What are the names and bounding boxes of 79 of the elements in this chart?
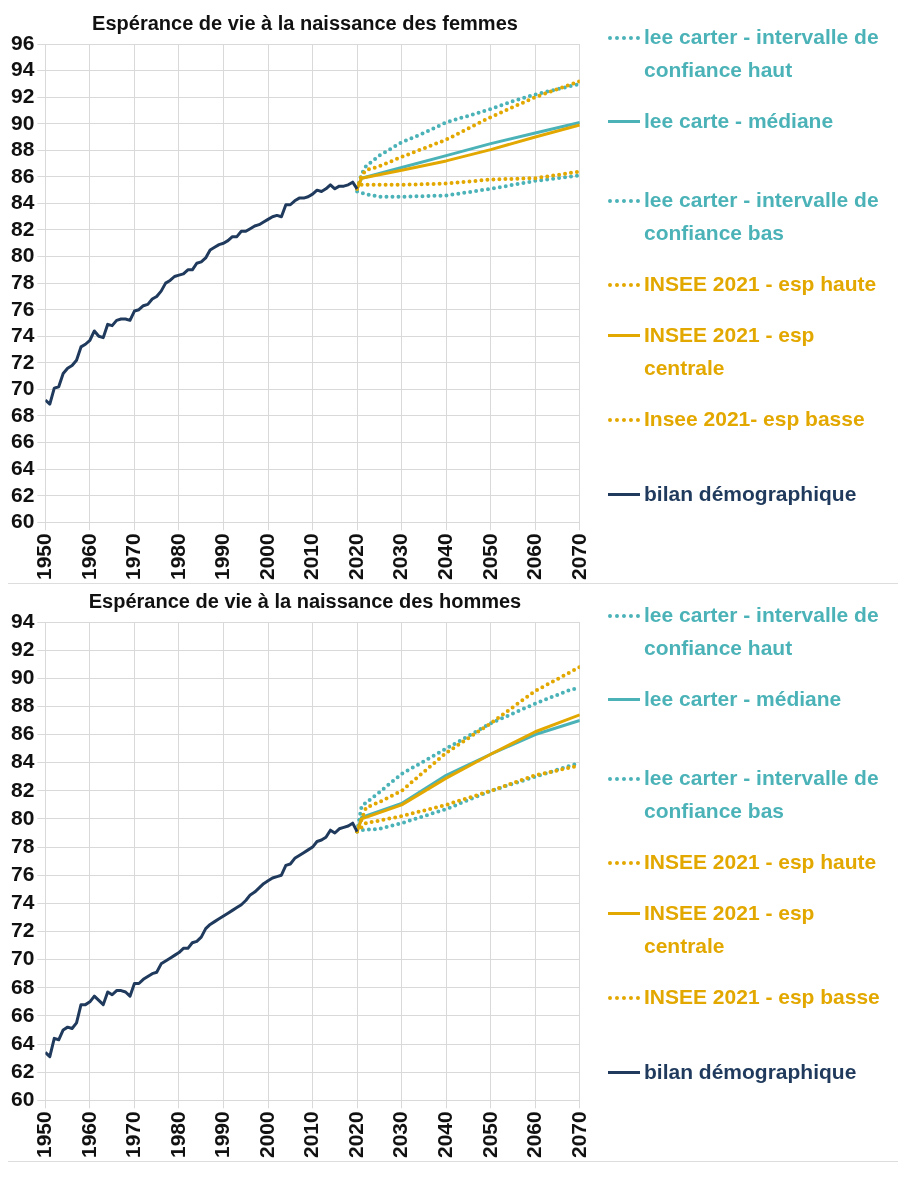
legend-label: lee carter - médiane [644, 686, 842, 712]
y-tick-label: 94 [11, 57, 35, 81]
legend-label: lee carte - médiane [644, 108, 834, 134]
y-tick-label: 90 [11, 665, 35, 689]
legend-label: lee carter - intervalle de confiance haut [644, 24, 880, 83]
y-tick-label: 84 [11, 190, 35, 214]
x-tick-label: 2030 [388, 533, 412, 580]
y-tick-label: 64 [11, 455, 35, 479]
y-tick-label: 66 [11, 429, 35, 453]
y-tick-label: 60 [11, 509, 35, 533]
y-tick-label: 82 [11, 777, 35, 801]
y-tick-label: 92 [11, 636, 35, 660]
x-tick-label: 1990 [210, 1111, 234, 1158]
y-tick-label: 82 [11, 216, 35, 240]
y-tick-label: 88 [11, 693, 35, 717]
legend-label: lee carter - intervalle de confiance bas [644, 187, 880, 246]
chart-title: Espérance de vie à la naissance des femmes [92, 11, 518, 34]
y-tick-label: 74 [11, 890, 35, 914]
x-tick-label: 2070 [566, 1111, 590, 1158]
y-tick-label: 80 [11, 243, 35, 267]
x-tick-label: 1980 [165, 1111, 189, 1158]
x-tick-label: 1950 [32, 1111, 56, 1158]
x-tick-label: 2020 [343, 1111, 367, 1158]
legend-label: bilan démographique [644, 1059, 857, 1085]
y-tick-label: 96 [11, 30, 35, 54]
x-tick-label: 1970 [121, 533, 145, 580]
y-tick-label: 60 [11, 1087, 35, 1111]
y-tick-label: 68 [11, 402, 35, 426]
legend-label: INSEE 2021 - esp basse [644, 984, 880, 1010]
x-tick-label: 1950 [32, 533, 56, 580]
y-tick-label: 70 [11, 946, 35, 970]
y-tick-label: 72 [11, 918, 35, 942]
x-tick-label: 2000 [254, 533, 278, 580]
y-tick-label: 76 [11, 862, 35, 886]
y-tick-label: 86 [11, 163, 35, 187]
legend-label: INSEE 2021 - esp centrale [644, 322, 816, 381]
y-tick-label: 74 [11, 323, 35, 347]
y-tick-label: 90 [11, 110, 35, 134]
x-tick-label: 2010 [299, 1111, 323, 1158]
y-tick-label: 72 [11, 349, 35, 373]
y-tick-label: 94 [11, 608, 35, 632]
x-tick-label: 1990 [210, 533, 234, 580]
x-tick-label: 2050 [477, 533, 501, 580]
x-tick-label: 2020 [343, 533, 367, 580]
legend-label: Insee 2021- esp basse [644, 406, 865, 432]
y-tick-label: 78 [11, 833, 35, 857]
x-tick-label: 2040 [432, 533, 456, 580]
x-tick-label: 1970 [121, 1111, 145, 1158]
x-tick-label: 2030 [388, 1111, 412, 1158]
x-tick-label: 2050 [477, 1111, 501, 1158]
chart-title: Espérance de vie à la naissance des hommes [88, 589, 522, 612]
y-tick-label: 64 [11, 1030, 35, 1054]
y-tick-label: 62 [11, 482, 35, 506]
x-tick-label: 2060 [522, 1111, 546, 1158]
y-tick-label: 92 [11, 83, 35, 107]
y-tick-label: 88 [11, 137, 35, 161]
y-tick-label: 80 [11, 805, 35, 829]
x-tick-label: 1980 [165, 533, 189, 580]
y-tick-label: 84 [11, 749, 35, 773]
x-tick-label: 2000 [254, 1111, 278, 1158]
x-tick-label: 2060 [522, 533, 546, 580]
x-tick-label: 2070 [566, 533, 590, 580]
y-tick-label: 76 [11, 296, 35, 320]
x-tick-label: 1960 [76, 533, 100, 580]
x-tick-label: 1960 [76, 1111, 100, 1158]
x-tick-label: 2040 [432, 1111, 456, 1158]
legend-label: INSEE 2021 - esp centrale [644, 900, 816, 959]
y-tick-label: 70 [11, 376, 35, 400]
y-tick-label: 68 [11, 974, 35, 998]
y-tick-label: 66 [11, 1002, 35, 1026]
legend-label: lee carter - intervalle de confiance bas [644, 765, 880, 824]
legend-label: lee carter - intervalle de confiance haut [644, 602, 880, 661]
y-tick-label: 78 [11, 269, 35, 293]
legend-label: INSEE 2021 - esp haute [644, 271, 877, 297]
y-tick-label: 62 [11, 1058, 35, 1082]
y-tick-label: 86 [11, 721, 35, 745]
legend-label: INSEE 2021 - esp haute [644, 849, 877, 875]
x-tick-label: 2010 [299, 533, 323, 580]
legend-label: bilan démographique [644, 481, 857, 507]
